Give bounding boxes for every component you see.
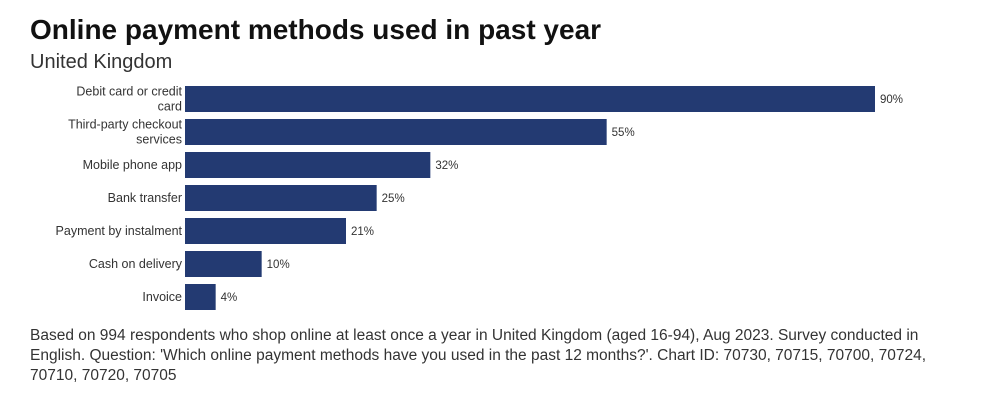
bar	[185, 218, 346, 244]
chart-footnote: Based on 994 respondents who shop online…	[30, 327, 927, 384]
category-label: Cash on delivery	[89, 257, 183, 271]
category-label: Debit card or credit card	[76, 85, 182, 114]
category-label: Mobile phone app	[83, 158, 182, 172]
category-label: Bank transfer	[108, 191, 182, 205]
category-label: Third-party checkout services	[68, 118, 182, 147]
bar-value-label: 25%	[382, 193, 405, 205]
bar-value-label: 32%	[435, 160, 458, 172]
bar-value-label: 90%	[880, 94, 903, 106]
bar	[185, 86, 875, 112]
category-label: Payment by instalment	[56, 224, 183, 238]
bar	[185, 251, 262, 277]
chart-title: Online payment methods used in past year	[30, 14, 602, 45]
bar-value-label: 55%	[612, 127, 635, 139]
bar	[185, 284, 216, 310]
bar	[185, 152, 431, 178]
bar	[185, 185, 377, 211]
bar-chart: 90% Debit card or credit card 55% Third-part…	[56, 85, 903, 310]
chart-subtitle: United Kingdom	[30, 51, 173, 73]
bar-value-label: 21%	[351, 226, 374, 238]
bar-value-label: 4%	[221, 292, 238, 304]
bar	[185, 119, 607, 145]
category-label: Invoice	[142, 290, 182, 304]
bar-value-label: 10%	[267, 259, 290, 271]
